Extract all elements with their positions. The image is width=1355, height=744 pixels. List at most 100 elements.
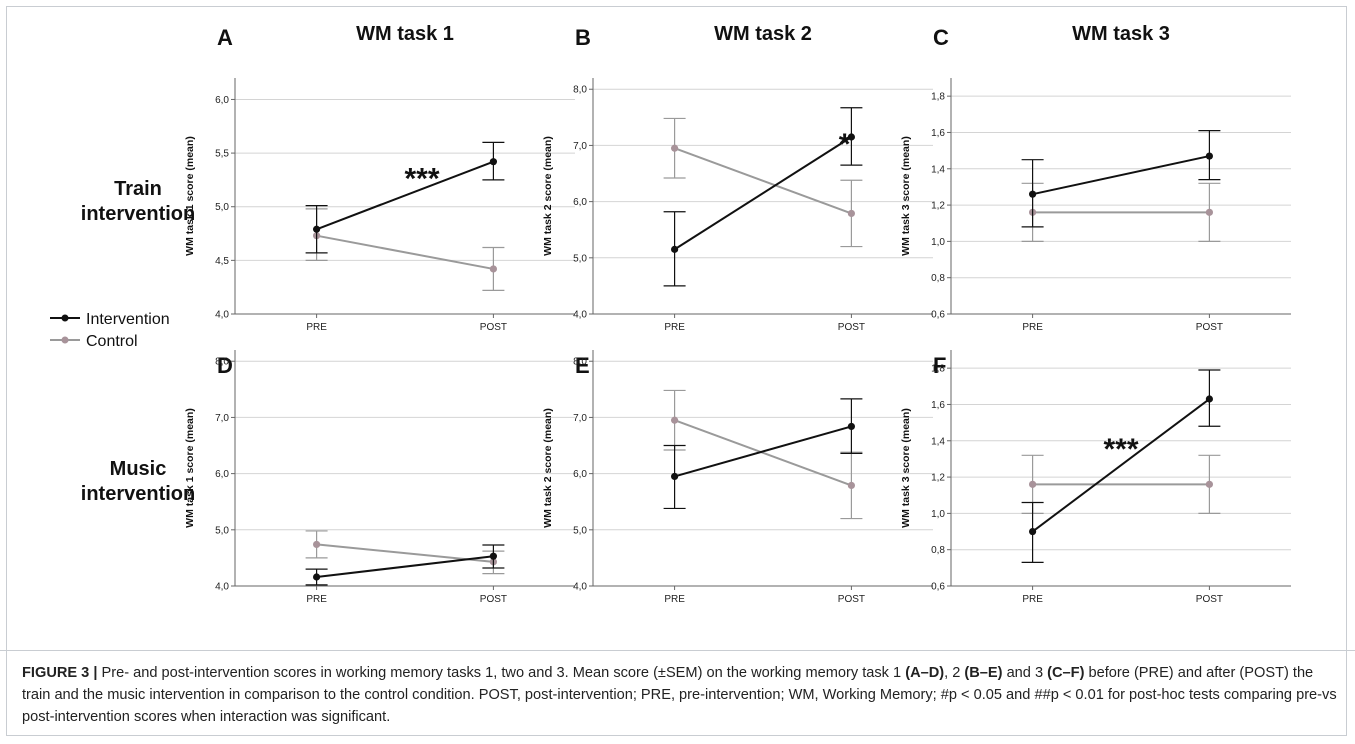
control-point xyxy=(489,265,497,273)
intervention-point xyxy=(1029,527,1037,536)
y-tick-label: 7,0 xyxy=(573,141,587,152)
y-tick-label: 1,8 xyxy=(931,364,945,375)
x-tick-label: POST xyxy=(1196,594,1223,605)
intervention-point xyxy=(313,225,321,233)
y-axis-label: WM task 3 score (mean) xyxy=(900,408,912,528)
intervention-point xyxy=(847,422,856,431)
intervention-point xyxy=(671,472,679,481)
y-tick-label: 1,8 xyxy=(931,92,945,103)
intervention-point xyxy=(671,245,679,253)
x-tick-label: PRE xyxy=(664,322,685,333)
intervention-point xyxy=(489,552,497,560)
panel-c: C WM task 3 0,6 0,8 1,0 1,2 1,4 1,6 1,8 PRE POST WM… xyxy=(900,23,1291,333)
y-axis-label: WM task 3 score (mean) xyxy=(900,136,912,256)
panel-d: D 4,0 5,0 6,0 7,0 8,0 PRE POST WM task 1 score (… xyxy=(184,350,575,605)
intervention-series-line xyxy=(1032,398,1210,533)
y-tick-label: 4,5 xyxy=(215,256,229,267)
control-point xyxy=(1205,208,1213,216)
control-series-line xyxy=(316,234,494,270)
y-tick-label: 7,0 xyxy=(215,413,229,424)
figure-frame xyxy=(6,6,1347,736)
caption-text-3: and 3 xyxy=(1002,665,1048,681)
x-tick-label: POST xyxy=(1196,322,1223,333)
caption-bold-2: (B–E) xyxy=(964,665,1003,681)
y-tick-label: 1,4 xyxy=(931,164,945,175)
y-tick-label: 8,0 xyxy=(573,85,587,96)
y-tick-label: 4,0 xyxy=(215,582,229,593)
intervention-series-line xyxy=(674,136,852,251)
y-tick-label: 1,2 xyxy=(931,201,945,212)
y-tick-label: 0,6 xyxy=(931,310,945,321)
panel-letter-d: D xyxy=(217,353,233,378)
x-tick-label: PRE xyxy=(1022,322,1043,333)
panel-title-c: WM task 3 xyxy=(1072,23,1170,45)
y-tick-label: 1,6 xyxy=(931,400,945,411)
x-tick-label: PRE xyxy=(306,322,327,333)
y-tick-label: 5,0 xyxy=(215,525,229,536)
panel-e: E 4,0 5,0 6,0 7,0 8,0 PRE POST WM task 2 score (… xyxy=(542,350,933,605)
figure-canvas: Train intervention Music intervention In… xyxy=(50,23,1291,605)
y-tick-label: 5,5 xyxy=(215,149,229,160)
caption-bold-3: (C–F) xyxy=(1047,665,1085,681)
x-tick-label: POST xyxy=(480,594,507,605)
x-tick-label: POST xyxy=(480,322,507,333)
intervention-point xyxy=(489,158,497,166)
panel-f: F 0,6 0,8 1,0 1,2 1,4 1,6 1,8 PRE POST WM task 3 s… xyxy=(900,350,1291,605)
control-point xyxy=(1029,480,1037,488)
y-tick-label: 7,0 xyxy=(573,413,587,424)
panel-letter-e: E xyxy=(575,353,590,378)
y-tick-label: 8,0 xyxy=(573,357,587,368)
control-series-line xyxy=(674,419,852,487)
y-tick-label: 1,6 xyxy=(931,128,945,139)
intervention-point xyxy=(1205,395,1213,403)
y-tick-label: 6,0 xyxy=(215,469,229,480)
y-tick-label: 1,0 xyxy=(931,509,945,520)
row-label-train-line1: Train xyxy=(114,178,162,200)
legend: Intervention Control xyxy=(50,311,170,350)
panel-letter-f: F xyxy=(933,353,946,378)
y-axis-label: WM task 1 score (mean) xyxy=(184,408,196,528)
caption-text-2: , 2 xyxy=(944,665,965,681)
panels-group: A WM task 1 4,0 4,5 5,0 5,5 6,0 PRE POST WM task … xyxy=(184,23,1291,605)
intervention-series-line xyxy=(316,160,494,231)
control-series-line xyxy=(674,147,852,215)
control-point xyxy=(847,209,856,218)
control-point xyxy=(671,416,679,424)
panel-title-a: WM task 1 xyxy=(356,23,454,45)
intervention-series-line xyxy=(1032,155,1210,196)
legend-control-marker xyxy=(61,336,69,344)
y-axis-label: WM task 2 score (mean) xyxy=(542,136,554,256)
y-tick-label: 6,0 xyxy=(573,469,587,480)
intervention-series-line xyxy=(674,425,852,478)
x-tick-label: PRE xyxy=(306,594,327,605)
y-tick-label: 5,0 xyxy=(215,202,229,213)
y-tick-label: 6,0 xyxy=(215,95,229,106)
caption-label: FIGURE 3 | xyxy=(22,665,98,681)
intervention-point xyxy=(847,133,856,141)
y-tick-label: 1,0 xyxy=(931,237,945,248)
y-tick-label: 0,8 xyxy=(931,273,945,284)
x-tick-label: PRE xyxy=(1022,594,1043,605)
y-tick-label: 0,6 xyxy=(931,582,945,593)
row-label-train-line2: intervention xyxy=(81,203,195,225)
intervention-point xyxy=(313,573,321,581)
y-tick-label: 4,0 xyxy=(573,582,587,593)
intervention-series-line xyxy=(316,555,494,579)
control-point xyxy=(1205,480,1213,488)
significance-annotation: * xyxy=(839,128,851,161)
significance-annotation: *** xyxy=(1103,433,1138,466)
caption-text-4: before (PRE) and after (POST) the train … xyxy=(22,665,1337,725)
legend-control-label: Control xyxy=(86,333,138,350)
control-point xyxy=(671,144,679,152)
panel-a: A WM task 1 4,0 4,5 5,0 5,5 6,0 PRE POST WM task … xyxy=(184,23,575,333)
caption-text-1: Pre- and post-intervention scores in wor… xyxy=(97,665,906,681)
control-point xyxy=(847,481,856,490)
y-tick-label: 5,0 xyxy=(573,253,587,264)
row-label-music-line1: Music xyxy=(110,458,167,480)
y-tick-label: 4,0 xyxy=(573,310,587,321)
y-tick-label: 4,0 xyxy=(215,310,229,321)
y-axis-label: WM task 1 score (mean) xyxy=(184,136,196,256)
y-tick-label: 1,2 xyxy=(931,473,945,484)
x-tick-label: POST xyxy=(838,594,865,605)
intervention-point xyxy=(1029,190,1037,198)
